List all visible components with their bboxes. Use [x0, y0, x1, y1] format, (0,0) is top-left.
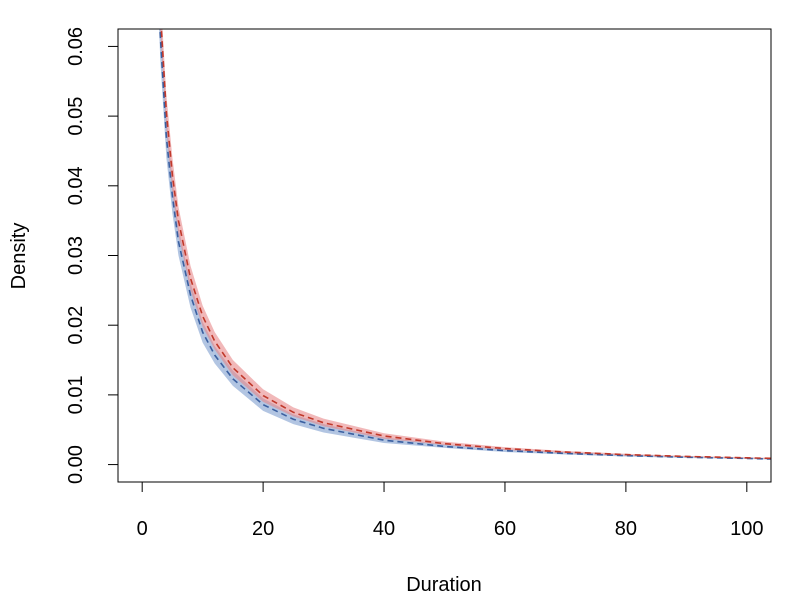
y-tick-label: 0.04	[65, 166, 87, 205]
y-axis-title: Density	[8, 223, 30, 290]
y-tick-label: 0.03	[65, 236, 87, 275]
x-axis-title: Duration	[406, 574, 482, 596]
y-axis: 0.00 0.01 0.02 0.03 0.04 0.05 0.06	[65, 27, 119, 484]
x-tick-label: 0	[137, 518, 148, 540]
y-tick-label: 0.00	[65, 445, 87, 484]
y-tick-label: 0.02	[65, 306, 87, 345]
series-line-3	[160, 29, 771, 460]
x-tick-label: 80	[615, 518, 637, 540]
series-band-0	[159, 29, 771, 460]
x-axis: 0 20 40 60 80 100	[137, 481, 764, 540]
series-line-2	[159, 29, 771, 460]
x-tick-label: 20	[252, 518, 274, 540]
y-tick-label: 0.05	[65, 97, 87, 136]
x-tick-label: 60	[494, 518, 516, 540]
x-tick-label: 100	[730, 518, 763, 540]
plot-frame	[117, 28, 772, 483]
series-layer	[159, 29, 771, 460]
y-tick-label: 0.06	[65, 27, 87, 66]
x-tick-label: 40	[373, 518, 395, 540]
y-tick-label: 0.01	[65, 375, 87, 414]
